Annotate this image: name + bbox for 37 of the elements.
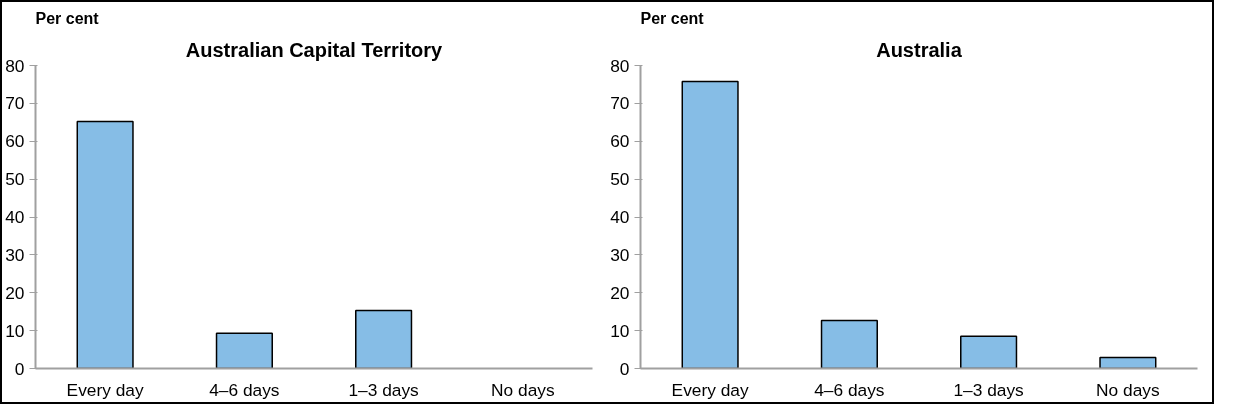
x-tick-label: Every day <box>66 379 144 400</box>
x-tick-label: No days <box>491 379 555 400</box>
y-tick-label: 30 <box>5 244 25 265</box>
bar <box>76 120 134 369</box>
y-tick-label: 50 <box>5 169 25 190</box>
y-tick-label: 40 <box>610 207 630 227</box>
x-tick-label: 1–3 days <box>348 379 420 400</box>
y-tick-label: 30 <box>610 244 630 265</box>
chart-title: Australian Capital Territory <box>185 38 444 61</box>
x-tick-label: Every day <box>671 379 749 400</box>
y-tick-label: 20 <box>610 282 630 303</box>
y-tick-label: 60 <box>5 131 25 152</box>
y-tick-label: 80 <box>610 55 630 76</box>
y-tick-label: 80 <box>5 55 25 76</box>
bar <box>681 80 739 369</box>
y-tick-label: 50 <box>610 169 630 190</box>
bar <box>1099 356 1157 369</box>
chart-title: Australia <box>876 38 963 61</box>
x-tick-label: 4–6 days <box>209 379 280 400</box>
bar <box>960 335 1018 369</box>
y-tick-label: 70 <box>5 93 25 114</box>
x-tick-label: 1–3 days <box>953 379 1025 400</box>
bar <box>355 309 413 369</box>
bar <box>215 332 273 369</box>
y-axis-title: Per cent <box>640 9 705 27</box>
y-tick-label: 10 <box>5 320 25 341</box>
x-tick-label: 4–6 days <box>814 379 885 400</box>
y-tick-label: 0 <box>14 358 25 379</box>
y-tick-label: 0 <box>619 358 630 379</box>
y-tick-label: 20 <box>5 282 25 303</box>
y-tick-label: 10 <box>610 320 630 341</box>
y-tick-label: 40 <box>5 207 25 227</box>
x-tick-label: No days <box>1096 379 1160 400</box>
y-tick-label: 70 <box>610 93 630 114</box>
y-axis-title: Per cent <box>35 9 100 27</box>
bar <box>820 319 878 369</box>
y-tick-label: 60 <box>610 131 630 152</box>
